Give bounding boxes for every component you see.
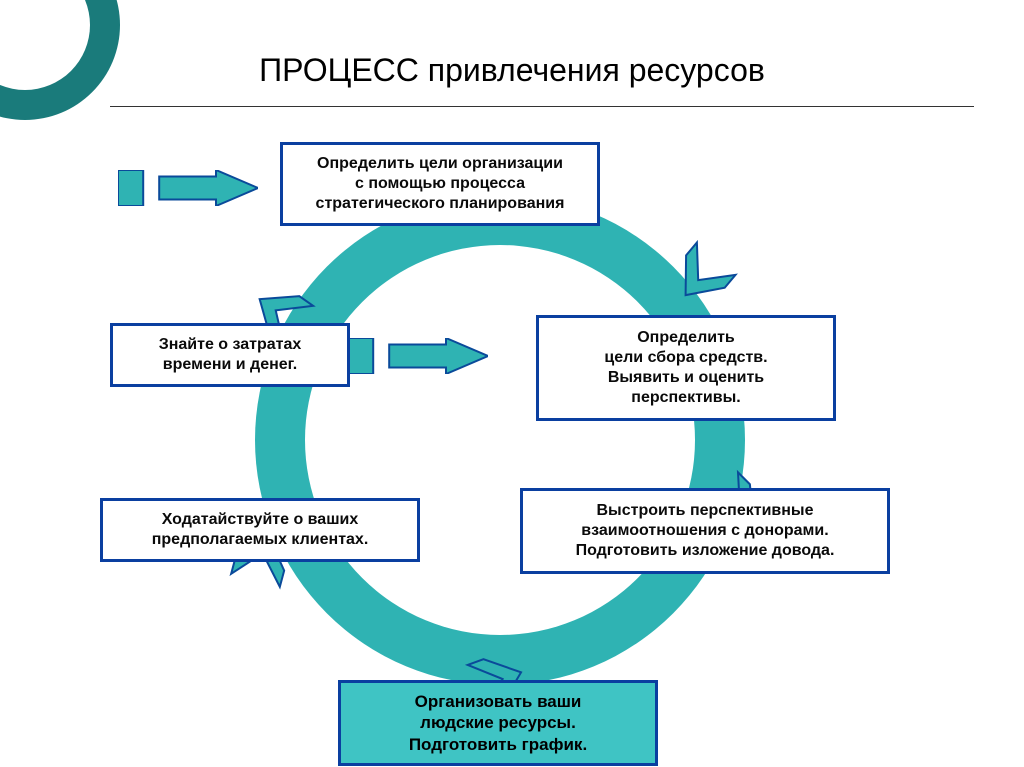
node-goals: Определить цели организации с помощью пр… bbox=[280, 142, 600, 226]
cycle-ring-inner bbox=[305, 245, 695, 635]
entry-arrow-icon bbox=[118, 170, 258, 206]
title-divider bbox=[110, 106, 974, 107]
node-costs: Знайте о затратах времени и денег. bbox=[110, 323, 350, 387]
page-title: ПРОЦЕСС привлечения ресурсов bbox=[0, 52, 1024, 89]
node-solicit: Ходатайствуйте о ваших предполагаемых кл… bbox=[100, 498, 420, 562]
process-cycle-diagram: Определить цели организации с помощью пр… bbox=[60, 120, 960, 760]
node-organize: Организовать ваши людские ресурсы. Подго… bbox=[338, 680, 658, 766]
node-relations: Выстроить перспективные взаимоотношения … bbox=[520, 488, 890, 574]
mid-arrow-icon bbox=[348, 338, 488, 374]
node-fundraising: Определить цели сбора средств. Выявить и… bbox=[536, 315, 836, 421]
